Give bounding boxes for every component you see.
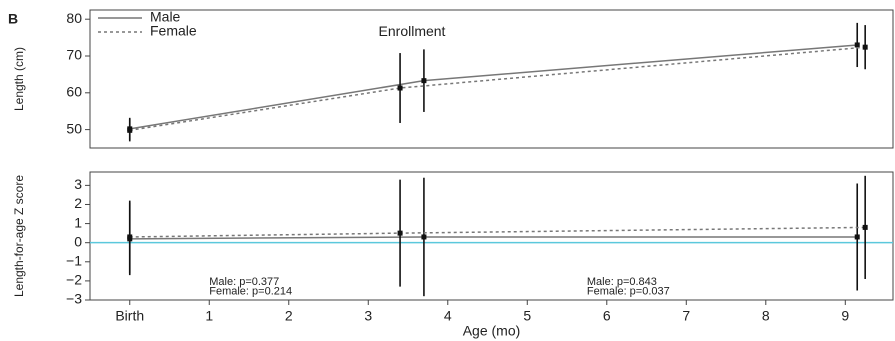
plot-frame (89, 9, 894, 149)
y-tick-label: 3 (74, 176, 82, 192)
data-point (397, 85, 403, 91)
x-tick-label: 9 (841, 308, 849, 324)
x-tick-label: 1 (205, 308, 213, 324)
y-tick-label: 70 (66, 47, 82, 63)
series-line (129, 236, 858, 240)
y-tick-label: −1 (66, 252, 82, 268)
y-tick-label: 80 (66, 10, 82, 26)
x-tick-label: 2 (285, 308, 293, 324)
annotation: Enrollment (379, 23, 446, 39)
x-tick-label: 6 (603, 308, 611, 324)
annotation: Male: p=0.377 (209, 276, 279, 288)
y-tick-label: −2 (66, 272, 82, 288)
data-point (127, 127, 133, 133)
series-line (129, 46, 866, 132)
plot-frame (89, 171, 894, 301)
data-point (862, 224, 868, 230)
x-axis-label: Age (mo) (463, 323, 521, 339)
annotation: Male: p=0.843 (587, 276, 657, 288)
series-line (129, 226, 866, 238)
annotation: Female: p=0.214 (209, 285, 292, 297)
x-tick-label: Birth (115, 308, 144, 324)
data-point (397, 230, 403, 236)
y-tick-label: 0 (74, 233, 82, 249)
data-point (854, 42, 860, 48)
x-tick-label: 3 (364, 308, 372, 324)
y-tick-label: 2 (74, 195, 82, 211)
y-axis-label: Length-for-age Z score (12, 175, 26, 297)
y-axis-label: Length (cm) (12, 47, 26, 111)
y-tick-label: −3 (66, 291, 82, 307)
data-point (421, 78, 427, 84)
y-tick-label: 50 (66, 120, 82, 136)
panel-label: B (8, 11, 18, 27)
x-tick-label: 4 (444, 308, 452, 324)
x-tick-label: 8 (762, 308, 770, 324)
x-tick-label: 5 (523, 308, 531, 324)
series-line (129, 44, 858, 130)
data-point (854, 234, 860, 240)
data-point (862, 44, 868, 50)
data-point (421, 234, 427, 240)
y-tick-label: 60 (66, 84, 82, 100)
annotation: Female: p=0.037 (587, 285, 670, 297)
legend-label: Male (150, 9, 181, 25)
data-point (127, 234, 133, 240)
x-tick-label: 7 (682, 308, 690, 324)
y-tick-label: 1 (74, 214, 82, 230)
legend-label: Female (150, 23, 197, 39)
